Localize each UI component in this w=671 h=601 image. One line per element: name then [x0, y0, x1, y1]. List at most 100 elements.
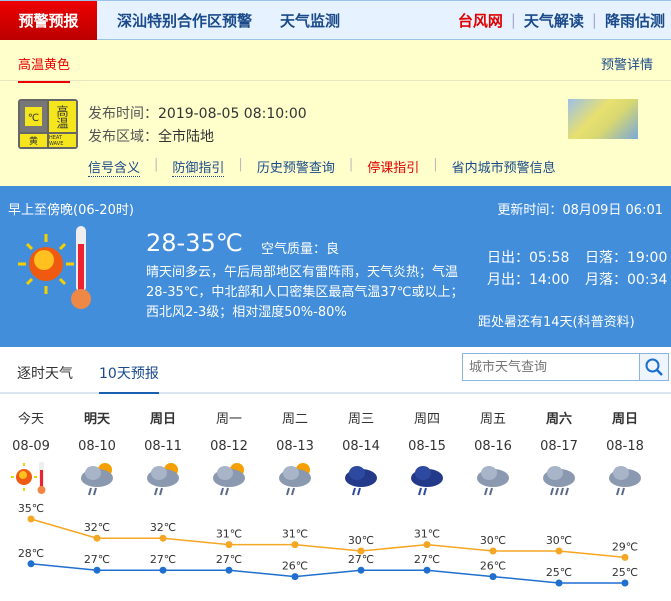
search-button[interactable]: [639, 354, 668, 380]
heat-wave-yellow-badge-icon: ℃ 高温 黄 HEAT WAVE: [18, 99, 78, 149]
forecast-tabs: 逐时天气 10天预报: [0, 347, 671, 394]
issue-time: 发布时间：2019-08-05 08:10:00: [88, 106, 307, 122]
date: 08-14: [342, 439, 380, 454]
date: 08-15: [408, 439, 446, 454]
forecast-day: 周六 08-17: [526, 394, 592, 500]
air-quality: 空气质量：良: [261, 242, 340, 257]
right-nav: 台风网 | 天气解读 | 降雨估测: [458, 10, 665, 31]
high-temp-point: [555, 547, 563, 555]
today-weather-panel: 早上至傍晚(06-20时) 更新时间：08月09日 06:01 28-35℃ 空…: [0, 186, 671, 347]
temperature-chart: 35℃ 28℃ 32℃ 27℃ 32℃ 27℃ 31℃ 27℃ 31℃ 26℃ 30℃ 27℃ 31℃ 2…: [18, 502, 638, 587]
low-temp-point: [357, 566, 365, 574]
warning-map-thumbnail[interactable]: [568, 99, 638, 139]
high-temp-point: [159, 534, 167, 542]
dark-cloud-rain-icon: [345, 466, 377, 496]
forecast-day: 周二 08-13: [262, 394, 328, 500]
forecast-day: 周四 08-15: [394, 394, 460, 500]
cloudy-sun-rain-icon: [279, 463, 311, 496]
city-search: [462, 353, 669, 381]
low-temp-point: [225, 566, 233, 574]
high-temp-point: [489, 547, 497, 555]
low-temp-label: 27℃: [216, 553, 242, 566]
forecast-day: 周日 08-11: [130, 394, 196, 500]
low-temp-line: [30, 563, 625, 584]
low-temp-label: 26℃: [282, 560, 308, 573]
low-temp-label: 25℃: [612, 566, 638, 579]
arrow-up-thermo-icon: ℃: [20, 101, 47, 132]
warning-link[interactable]: 历史预警查询: [256, 161, 335, 176]
low-temp-point: [93, 566, 101, 574]
high-temp-label: 30℃: [480, 534, 506, 547]
forecast-day: 明天 08-10: [64, 394, 130, 500]
warning-links: 信号含义 | 防御指引 | 历史预警查询 | 停课指引 | 省内城市预警信息: [88, 157, 556, 177]
divider: |: [154, 157, 159, 172]
low-temp-label: 26℃: [480, 560, 506, 573]
tab-10-day[interactable]: 10天预报: [99, 363, 159, 394]
nav-shenshan[interactable]: 深汕特别合作区预警: [117, 11, 253, 30]
high-temp-point: [357, 547, 365, 555]
low-temp-label: 27℃: [414, 553, 440, 566]
date: 08-13: [276, 439, 314, 454]
top-nav: 预警预报 深汕特别合作区预警 天气监测 台风网 | 天气解读 | 降雨估测: [0, 0, 671, 40]
tab-hourly[interactable]: 逐时天气: [17, 366, 73, 382]
high-temp-point: [27, 515, 35, 523]
sunrise: 日出：05:58: [487, 250, 570, 266]
weekday: 周日: [611, 412, 638, 427]
low-temp-label: 28℃: [18, 547, 44, 560]
high-temp-label: 30℃: [546, 534, 572, 547]
warning-link[interactable]: 防御指引: [172, 157, 225, 177]
date: 08-10: [78, 439, 116, 454]
weekday: 周二: [281, 412, 308, 427]
moonrise: 月出：14:00: [487, 272, 570, 288]
warning-detail-link[interactable]: 预警详情: [600, 58, 653, 73]
nav-warning-forecast[interactable]: 预警预报: [0, 0, 97, 40]
sunny-hot-icon: [11, 462, 46, 494]
low-temp-label: 27℃: [348, 553, 374, 566]
high-temp-label: 32℃: [84, 521, 110, 534]
temperature-range: 28-35℃: [146, 229, 243, 257]
weekday: 明天: [83, 412, 110, 427]
high-temp-point: [93, 534, 101, 542]
date: 08-18: [606, 439, 644, 454]
high-temp-label: 31℃: [414, 528, 440, 541]
cloudy-sun-rain-icon: [147, 463, 179, 496]
nav-right-item[interactable]: 台风网: [457, 11, 503, 30]
high-temp-point: [621, 553, 629, 561]
high-temp-point: [291, 541, 299, 549]
weekday: 周四: [413, 412, 440, 427]
high-temp-label: 29℃: [612, 540, 638, 553]
solar-term-link[interactable]: 距处暑还有14天(科普资料): [478, 315, 635, 330]
divider: |: [348, 157, 354, 172]
low-temp-label: 27℃: [84, 553, 110, 566]
ten-day-forecast: 35℃ 28℃ 32℃ 27℃ 32℃ 27℃ 31℃ 27℃ 31℃ 26℃ 30℃ 27℃ 31℃ 2…: [0, 394, 671, 594]
tab-heat-yellow[interactable]: 高温黄色: [18, 54, 71, 83]
divider: |: [510, 11, 516, 29]
high-temp-label: 32℃: [150, 521, 176, 534]
low-temp-point: [27, 560, 35, 568]
warning-link[interactable]: 停课指引: [367, 161, 420, 176]
weekday: 周三: [347, 412, 374, 427]
high-temp-label: 30℃: [348, 534, 374, 547]
search-icon: [645, 358, 663, 376]
divider: |: [591, 11, 597, 29]
warning-link[interactable]: 省内城市预警信息: [451, 161, 556, 176]
nav-monitoring[interactable]: 天气监测: [280, 11, 341, 30]
nav-right-item[interactable]: 降雨估测: [604, 11, 665, 30]
cloud-rain-icon: [477, 466, 509, 496]
weather-description: 晴天间多云，午后局部地区有雷阵雨，天气炎热；气温28-35℃，中北部和人口密集区…: [146, 265, 464, 320]
high-temp-label: 31℃: [282, 528, 308, 541]
low-temp-point: [291, 573, 299, 581]
divider: |: [433, 157, 438, 172]
weekday: 周六: [545, 412, 572, 427]
low-temp-point: [159, 566, 167, 574]
nav-right-item[interactable]: 天气解读: [523, 11, 584, 30]
warning-link[interactable]: 信号含义: [88, 157, 141, 177]
issue-area: 发布区域：全市陆地: [88, 129, 214, 145]
forecast-day: 周三 08-14: [328, 394, 394, 500]
high-temp-label: 35℃: [18, 502, 44, 515]
low-temp-point: [489, 573, 497, 581]
warning-panel: 高温黄色 预警详情 ℃ 高温 黄 HEAT WAVE 发布时间：2019-08-…: [0, 40, 671, 186]
forecast-day: 周一 08-12: [196, 394, 262, 500]
forecast-day: 周日 08-18: [592, 394, 658, 500]
city-search-input[interactable]: [463, 354, 639, 380]
